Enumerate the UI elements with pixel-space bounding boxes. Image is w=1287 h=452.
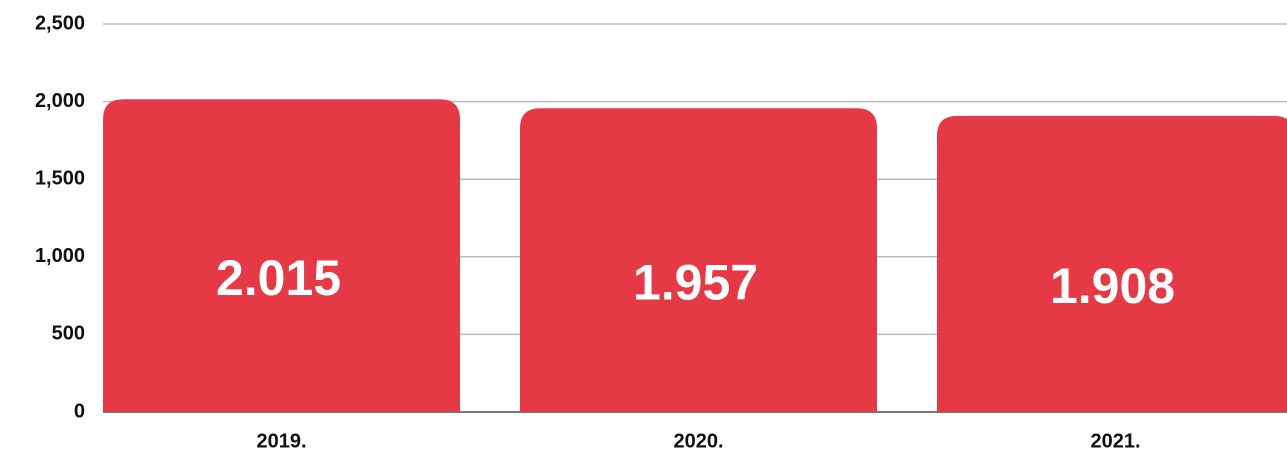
bar [937,115,1287,412]
value-label: 1.957 [633,254,758,310]
y-tick-label: 2,000 [35,90,85,112]
x-tick-label: 2021. [1090,430,1140,452]
x-tick-label: 2019. [256,430,306,452]
bar [103,99,460,412]
bar [520,108,877,413]
value-label: 2.015 [216,250,341,306]
value-label: 1.908 [1050,258,1175,314]
x-tick-label: 2020. [673,430,723,452]
y-tick-label: 2,500 [35,12,85,34]
y-tick-label: 0 [74,400,85,422]
y-tick-label: 1,500 [35,167,85,189]
y-tick-label: 1,000 [35,245,85,267]
y-tick-label: 500 [52,323,85,345]
